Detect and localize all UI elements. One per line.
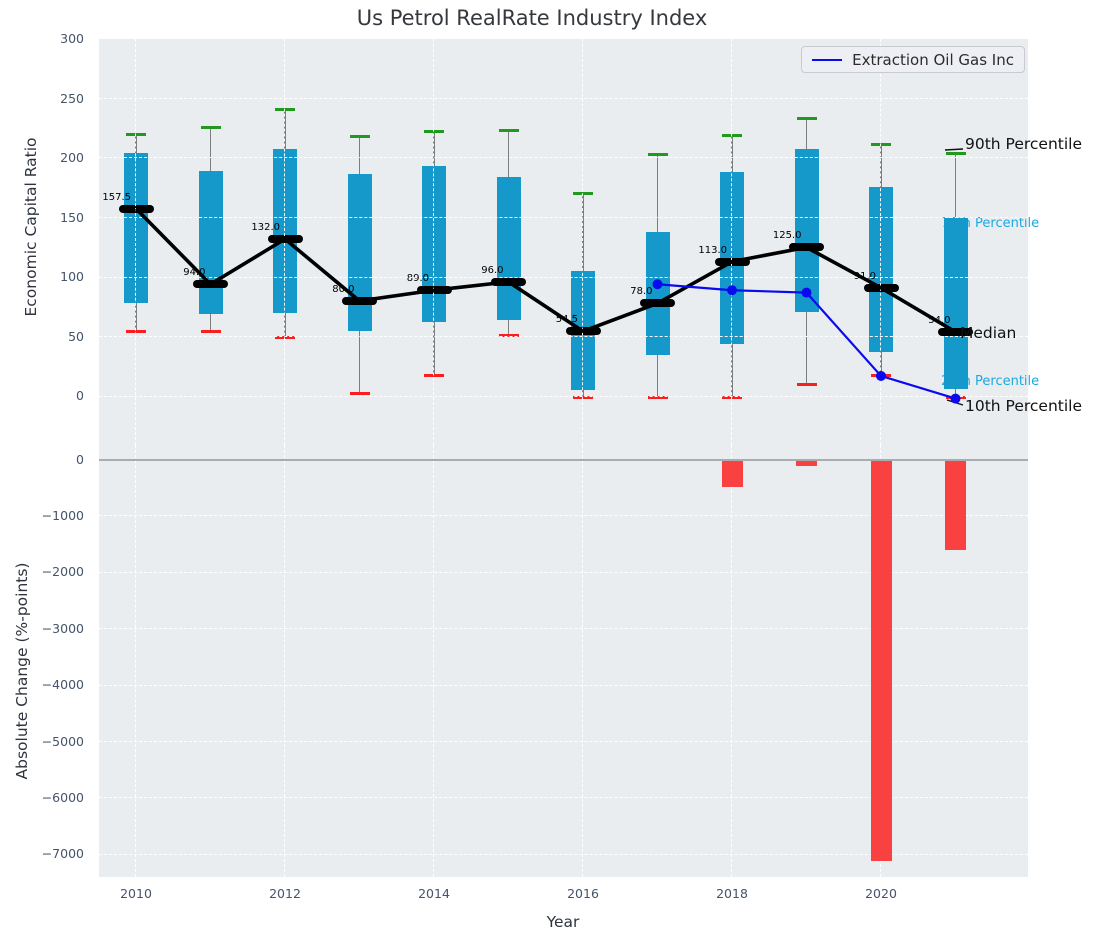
change-bar — [796, 460, 817, 466]
change-bar — [870, 460, 892, 862]
top-axes-boxplot: 75th Percentile 25th Percentile 157.5 94.… — [99, 38, 1082, 445]
y-tick-label: 0 — [76, 388, 84, 404]
annotation-90th-percentile: 90th Percentile — [965, 135, 1083, 153]
grid-line — [99, 515, 1028, 517]
y-tick-label: 50 — [68, 328, 84, 344]
y-tick-label: −1000 — [41, 508, 84, 524]
median-value-label: 125.0 — [772, 230, 802, 242]
grid-line — [99, 853, 1028, 855]
grid-line — [433, 39, 435, 445]
grid-line — [99, 276, 1028, 278]
grid-line — [135, 445, 137, 877]
x-tick-label: 2012 — [269, 886, 301, 901]
x-tick-label: 2016 — [567, 886, 599, 901]
zero-line — [99, 458, 1028, 461]
cap-90th-percentile — [349, 135, 370, 139]
y-tick-label: −6000 — [41, 790, 84, 806]
y-tick-label: 100 — [60, 269, 84, 285]
grid-line — [135, 39, 137, 445]
legend-label: Extraction Oil Gas Inc — [852, 50, 1014, 69]
x-tick-label: 2020 — [865, 886, 897, 901]
x-tick-label: 2014 — [418, 886, 450, 901]
y-tick-label: −4000 — [41, 677, 84, 693]
iqr-box — [794, 148, 819, 312]
y-tick-label: 250 — [60, 90, 84, 106]
grid-line — [582, 39, 584, 445]
grid-line — [99, 336, 1028, 338]
x-tick-label: 2018 — [716, 886, 748, 901]
company-point — [876, 370, 886, 381]
iqr-box — [496, 177, 521, 320]
annotation-10th-percentile: 10th Percentile — [965, 397, 1083, 415]
grid-line — [880, 39, 882, 445]
y-tick-label: 300 — [60, 31, 84, 46]
median-value-label: 132.0 — [251, 222, 280, 234]
grid-line — [284, 39, 286, 445]
grid-line — [582, 445, 584, 877]
grid-line — [99, 216, 1028, 218]
median-value-label: 96.0 — [481, 264, 504, 276]
cap-90th-percentile — [498, 129, 519, 133]
median-line — [134, 207, 957, 334]
grid-line — [731, 39, 733, 445]
grid-line — [731, 445, 733, 877]
iqr-box — [198, 171, 223, 315]
cap-90th-percentile — [200, 125, 221, 129]
grid-line — [99, 741, 1028, 743]
y-tick-label: −3000 — [41, 620, 84, 636]
cap-90th-percentile — [647, 152, 668, 156]
cap-10th-percentile — [200, 330, 221, 334]
cap-90th-percentile — [945, 151, 966, 155]
cap-10th-percentile — [498, 333, 519, 337]
chart-title: Us Petrol RealRate Industry Index — [356, 6, 708, 30]
company-point — [801, 287, 812, 298]
legend-line-sample — [812, 58, 843, 61]
company-point — [652, 279, 663, 290]
cap-10th-percentile — [349, 392, 370, 396]
grid-line — [99, 797, 1028, 799]
grid-line — [99, 684, 1028, 686]
grid-line — [433, 445, 435, 877]
median-value-label: 89.0 — [406, 273, 429, 285]
annotation-median: Median — [960, 324, 1017, 342]
grid-line — [99, 395, 1028, 397]
grid-line — [99, 628, 1028, 630]
change-bar — [721, 460, 743, 487]
company-point — [950, 393, 961, 404]
y-tick-label: 200 — [60, 150, 84, 166]
grid-line — [99, 38, 1028, 40]
grid-line — [99, 157, 1028, 159]
grid-line — [99, 571, 1028, 573]
x-axis-label: Year — [546, 913, 580, 931]
legend: Extraction Oil Gas Inc — [801, 46, 1025, 73]
change-bar — [945, 460, 966, 551]
cap-10th-percentile — [647, 395, 668, 399]
median-value-label: 157.5 — [102, 191, 131, 203]
company-line — [657, 283, 956, 400]
iqr-box — [645, 231, 670, 355]
grid-line — [99, 97, 1028, 99]
median-value-label: 78.0 — [630, 286, 653, 298]
y-tick-label: −2000 — [41, 564, 84, 580]
y-tick-label: −7000 — [41, 846, 84, 862]
cap-10th-percentile — [796, 382, 817, 386]
cap-90th-percentile — [796, 117, 817, 121]
bottom-axes-barchart — [99, 445, 1028, 877]
y-tick-label: 0 — [76, 451, 84, 467]
median-value-label: 113.0 — [698, 244, 727, 256]
grid-line — [284, 445, 286, 877]
y-tick-label: 150 — [60, 209, 84, 225]
median-value-label: 91.0 — [853, 270, 876, 282]
company-point — [727, 285, 737, 296]
x-tick-label: 2010 — [120, 886, 152, 901]
median-value-label: 94.0 — [183, 267, 206, 279]
lines-overlay — [134, 148, 964, 406]
iqr-box — [943, 217, 968, 390]
y-tick-label: −5000 — [41, 733, 84, 749]
annotation-leader-90th — [944, 148, 964, 151]
